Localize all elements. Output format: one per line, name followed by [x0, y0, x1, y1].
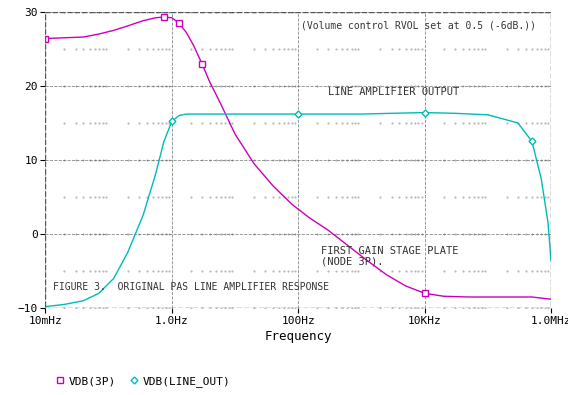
Text: LINE AMPLIFIER OUTPUT: LINE AMPLIFIER OUTPUT	[328, 87, 460, 97]
Text: (Volume control RVOL set at 0.5 (-6dB.)): (Volume control RVOL set at 0.5 (-6dB.))	[301, 21, 536, 31]
Text: FIGURE 3.  ORIGINAL PAS LINE AMPLIFIER RESPONSE: FIGURE 3. ORIGINAL PAS LINE AMPLIFIER RE…	[53, 282, 329, 292]
Bar	[45, 12, 551, 308]
X-axis label: Frequency: Frequency	[265, 330, 332, 343]
Text: FIRST GAIN STAGE PLATE: FIRST GAIN STAGE PLATE	[321, 246, 458, 256]
Legend: VDB(3P), VDB(LINE_OUT): VDB(3P), VDB(LINE_OUT)	[51, 372, 235, 391]
Text: (NODE 3P).: (NODE 3P).	[321, 256, 383, 266]
